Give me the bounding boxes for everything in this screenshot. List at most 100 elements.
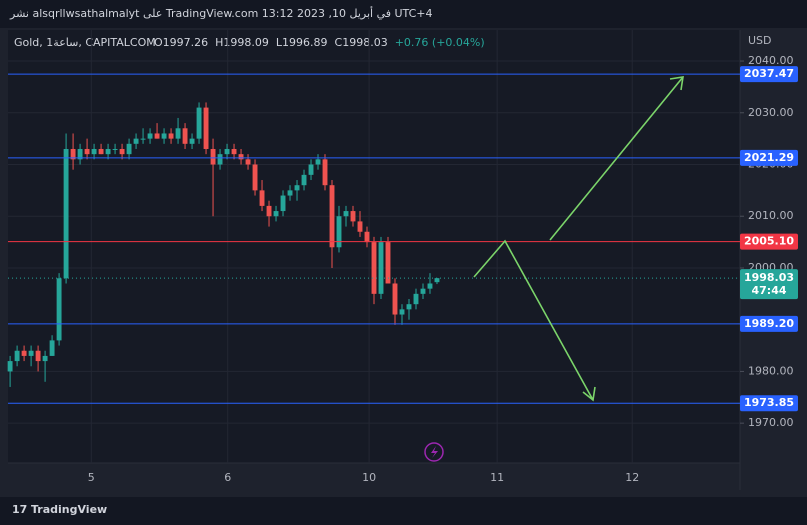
level-tag: [740, 315, 798, 332]
candle-body: [189, 138, 195, 144]
candle-body: [399, 309, 405, 315]
candle-body: [14, 350, 20, 362]
level-tag: [740, 395, 798, 412]
candle-body: [378, 242, 384, 294]
candle-body: [42, 355, 48, 362]
y-tick-label: 1980.00: [748, 364, 794, 377]
candle-body: [308, 164, 314, 175]
y-tick-label: 2030.00: [748, 106, 794, 119]
candle-body: [287, 190, 293, 196]
candle-body: [196, 107, 202, 139]
last-price-label: 1998.03: [744, 271, 794, 284]
candle-body: [301, 174, 307, 186]
candle-body: [294, 185, 300, 191]
ohlc-legend: O1997.26 H1998.09 L1996.89 C1998.03 +0.76 (+…: [154, 36, 485, 49]
candle-body: [217, 154, 223, 165]
ohlc-value: L1996.89: [276, 36, 328, 49]
candle-body: [210, 148, 216, 165]
candle-body: [252, 164, 258, 191]
candle-body: [259, 190, 265, 206]
candle-body: [140, 138, 146, 140]
candle-body: [420, 288, 426, 294]
candle-body: [224, 148, 230, 155]
y-tick-label: 2010.00: [748, 209, 794, 222]
x-tick-label: 12: [625, 471, 639, 484]
arrow-down: [473, 239, 594, 401]
candle-body: [266, 205, 272, 217]
level-tag: [740, 66, 798, 83]
candle-body: [329, 185, 335, 248]
candle-body: [413, 293, 419, 305]
arrow-head: [582, 386, 596, 402]
y-tick-label: 1970.00: [748, 416, 794, 429]
candle-body: [161, 133, 167, 139]
x-tick-label: 11: [490, 471, 504, 484]
candle-body: [175, 128, 181, 139]
candle-body: [350, 211, 356, 222]
candle-body: [7, 361, 13, 372]
level-label: 2037.47: [744, 67, 794, 80]
lightning-icon: [424, 442, 444, 462]
candles: [7, 102, 440, 387]
candle-body: [434, 278, 440, 283]
candle-body: [28, 350, 34, 356]
grid: 1970.001980.002000.002010.002020.002030.…: [8, 30, 794, 484]
ohlc-value: H1998.09: [215, 36, 269, 49]
candle-body: [91, 148, 97, 155]
top-bar: [0, 0, 807, 28]
arrow-up: [549, 76, 684, 241]
candle-body: [168, 133, 174, 139]
candle-body: [119, 148, 125, 155]
candle-body: [364, 231, 370, 243]
ohlc-value: +0.76 (+0.04%): [395, 36, 485, 49]
candle-body: [280, 195, 286, 212]
ohlc-value: C1998.03: [335, 36, 388, 49]
candle-body: [112, 148, 118, 150]
level-label: 2021.29: [744, 151, 794, 164]
candle-body: [343, 211, 349, 217]
level-label: 1989.20: [744, 317, 794, 330]
footer: [0, 497, 807, 525]
candle-body: [147, 133, 153, 139]
ohlc-value: O1997.26: [154, 36, 208, 49]
candle-body: [70, 148, 76, 160]
candle-body: [322, 159, 328, 186]
arrow-head: [669, 76, 684, 91]
candle-body: [133, 138, 139, 144]
candle-body: [385, 242, 391, 284]
candle-body: [336, 216, 342, 248]
y-tick-label: 2040.00: [748, 54, 794, 67]
candle-body: [35, 350, 41, 362]
candle-body: [182, 128, 188, 144]
logo-mark: 17: [12, 503, 27, 516]
candle-body: [392, 283, 398, 315]
candle-body: [105, 148, 111, 155]
candle-body: [231, 148, 237, 155]
candle-body: [406, 304, 412, 310]
candle-body: [315, 159, 321, 165]
candle-body: [21, 350, 27, 356]
level-label: 2005.10: [744, 235, 794, 248]
symbol-title: Gold, 1ساعة, CAPITALCOM: [14, 36, 156, 49]
candle-body: [357, 221, 363, 232]
candle-body: [49, 340, 55, 356]
level-tag: [740, 149, 798, 166]
publisher: نشر alsqrllwsathalmalyt على TradingView.…: [9, 6, 433, 20]
x-tick-label: 10: [362, 471, 376, 484]
candle-body: [77, 148, 83, 160]
candle-body: [238, 154, 244, 160]
level-tag: [740, 233, 798, 250]
candle-body: [371, 242, 377, 294]
annotation-arrows: [473, 76, 684, 402]
candle-body: [203, 107, 209, 149]
levels: 2037.47 2021.29 2005.10 1989.20 1973.85 1998.…: [8, 66, 798, 412]
candle-body: [273, 211, 279, 217]
currency: USD: [748, 34, 772, 47]
candle-body: [427, 283, 433, 289]
candle-body: [245, 159, 251, 165]
candle-body: [98, 148, 104, 155]
level-label: 1973.85: [744, 396, 794, 409]
candle-body: [84, 148, 90, 155]
